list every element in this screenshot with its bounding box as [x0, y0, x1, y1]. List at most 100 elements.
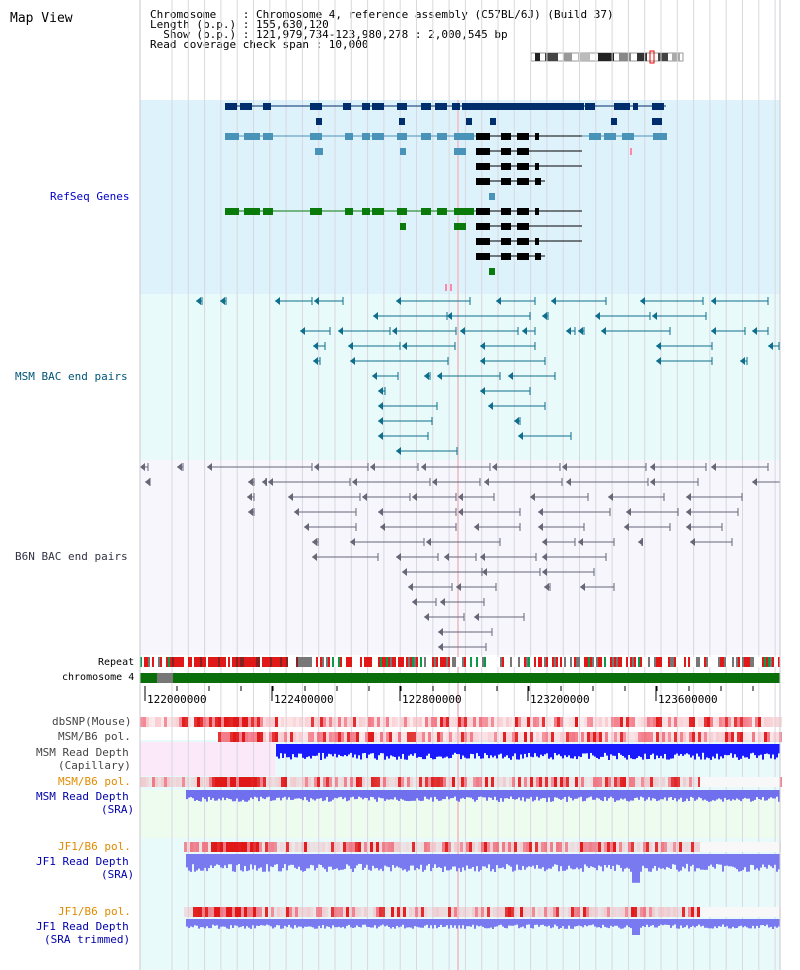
msm-depth-sra-sublabel: (SRA)	[101, 803, 135, 816]
gene-exon	[225, 133, 239, 140]
gene-exon	[517, 148, 529, 155]
msm-depth-capillary-label: MSM Read Depth	[36, 746, 129, 759]
gene-exon	[454, 223, 466, 230]
gene-exon	[397, 208, 407, 215]
repeat-track[interactable]	[140, 657, 780, 667]
gene-exon	[454, 133, 474, 140]
bac-end	[207, 463, 212, 471]
gene-exon	[604, 133, 616, 140]
bac-end	[350, 538, 355, 546]
gene-exon	[466, 118, 472, 125]
gene-exon	[501, 148, 511, 155]
gene-exon	[476, 223, 490, 230]
gene-exon	[501, 178, 511, 185]
gene-exon	[535, 163, 539, 170]
gene-exon	[345, 133, 353, 140]
gene-exon	[372, 133, 384, 140]
gene-exon	[622, 133, 634, 140]
bac-end	[396, 297, 401, 305]
gene-exon	[421, 103, 431, 110]
bac-end	[378, 402, 383, 410]
bac-end	[601, 327, 606, 335]
jf1-depth-sublabel: (SRA)	[101, 868, 135, 881]
bac-end	[177, 463, 182, 471]
bac-end	[542, 568, 547, 576]
bac-end	[312, 538, 317, 546]
gene-exon	[476, 238, 490, 245]
gene-exon	[585, 103, 595, 110]
axis-tick-label: 122000000	[147, 693, 207, 706]
bac-end	[595, 312, 600, 320]
gene-exon	[225, 208, 239, 215]
gene-exon	[372, 208, 384, 215]
bac-end	[542, 538, 547, 546]
bac-end	[740, 357, 745, 365]
gene-exon	[476, 133, 490, 140]
bac-end	[530, 493, 535, 501]
chromosome-bar[interactable]	[140, 673, 780, 683]
jf1-pol-label: JF1/B6 pol.	[58, 840, 131, 853]
gene-exon	[535, 133, 539, 140]
b6n-bac-label[interactable]: B6N BAC end pairs	[15, 550, 128, 563]
bac-end	[474, 613, 479, 621]
chromosome-ideogram[interactable]	[530, 50, 684, 64]
chromosome-label: chromosome 4	[62, 672, 135, 683]
gene-exon	[263, 208, 273, 215]
gene-exon	[535, 208, 539, 215]
gene-exon	[244, 133, 260, 140]
gene-exon	[454, 208, 474, 215]
bac-end	[294, 508, 299, 516]
axis-tick-label: 123200000	[530, 693, 590, 706]
gene-exon	[501, 253, 511, 260]
gene-exon	[240, 103, 252, 110]
bac-end	[220, 297, 225, 305]
bac-end	[426, 538, 431, 546]
bac-end	[437, 372, 442, 380]
bac-end	[370, 463, 375, 471]
bac-end	[412, 493, 417, 501]
gene-exon	[501, 163, 511, 170]
gene-exon	[310, 208, 322, 215]
gene-exon	[501, 238, 511, 245]
bac-end	[542, 312, 547, 320]
axis-tick-label: 123600000	[658, 693, 718, 706]
bac-end	[196, 297, 201, 305]
bac-end	[690, 538, 695, 546]
refseq-genes-layer[interactable]	[225, 103, 667, 291]
position-axis: 122000000 122400000 122800000 123200000 1236…	[144, 686, 754, 706]
bac-end	[538, 508, 543, 516]
msm-bac-track-bg	[140, 294, 780, 460]
gene-exon	[421, 133, 431, 140]
bac-end	[396, 447, 401, 455]
bac-pairs-layer[interactable]	[140, 297, 781, 651]
bac-end	[248, 478, 253, 486]
bac-end	[421, 463, 426, 471]
bac-end	[711, 327, 716, 335]
gene-exon	[362, 208, 370, 215]
bac-end	[458, 508, 463, 516]
gene-exon	[476, 163, 490, 170]
show-line: Show (b.p.) : 121,979,734-123,980,278 : …	[150, 28, 508, 41]
gene-exon	[501, 208, 511, 215]
bac-end	[482, 568, 487, 576]
gene-exon	[345, 208, 353, 215]
bac-end	[578, 538, 583, 546]
gene-exon	[462, 103, 472, 110]
gene-exon	[652, 103, 664, 110]
bac-end	[496, 297, 501, 305]
gene-exon	[652, 118, 662, 125]
bac-end	[447, 312, 452, 320]
msm-bac-label[interactable]: MSM BAC end pairs	[15, 370, 128, 383]
bac-end	[580, 583, 585, 591]
refseq-genes-label[interactable]: RefSeq Genes	[50, 190, 130, 203]
bac-end	[626, 508, 631, 516]
bac-end	[247, 493, 252, 501]
bac-end	[686, 523, 691, 531]
bac-end	[140, 463, 145, 471]
gene-exon	[435, 103, 447, 110]
bac-end	[686, 508, 691, 516]
bac-end	[424, 372, 429, 380]
bac-end	[313, 342, 318, 350]
axis-tick-label: 122800000	[402, 693, 462, 706]
